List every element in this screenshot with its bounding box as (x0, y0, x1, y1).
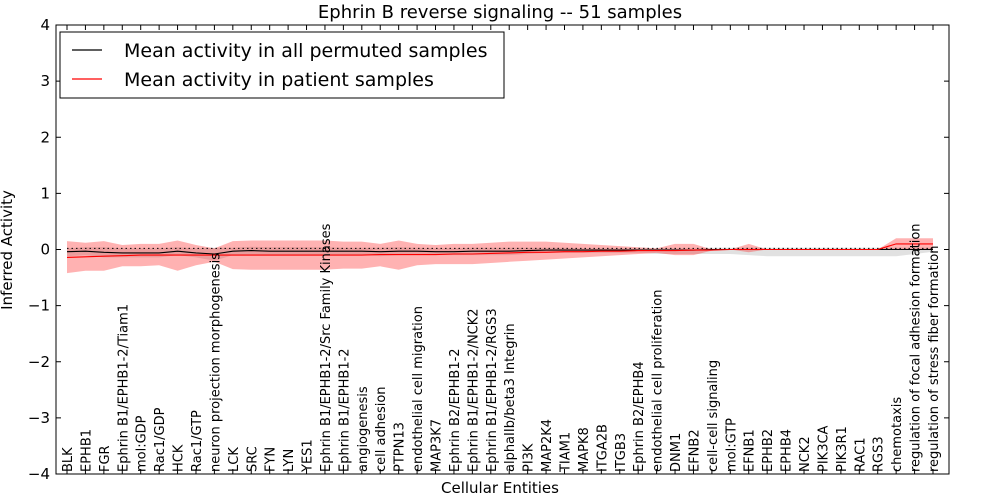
x-tick-label: mol:GDP (135, 415, 150, 472)
legend-label-permuted: Mean activity in all permuted samples (124, 40, 487, 62)
x-tick-label: LYN (282, 449, 297, 472)
y-tick-label: −2 (28, 353, 50, 371)
x-tick-label: HCK (172, 444, 187, 472)
x-tick-label: PIK3R1 (835, 426, 850, 472)
legend-box (59, 31, 505, 99)
patient-band (67, 238, 933, 274)
x-tick-label: DNM1 (669, 433, 684, 472)
y-tick-label: −4 (28, 465, 50, 483)
x-tick-label: ITGA2B (595, 424, 610, 472)
x-tick-label: endothelial cell migration (411, 306, 426, 472)
x-tick-label: regulation of stress fiber formation (927, 245, 942, 472)
x-tick-label: endothelial cell proliferation (651, 290, 666, 473)
y-tick-label: −3 (28, 409, 50, 427)
x-tick-label: EPHB2 (761, 429, 776, 472)
x-tick-label: RGS3 (872, 436, 887, 472)
plot-area (66, 238, 933, 274)
x-tick-label: EFNB1 (743, 429, 758, 472)
chart-title: Ephrin B reverse signaling -- 51 samples (318, 2, 682, 23)
x-tick-label: PTPN13 (393, 422, 408, 472)
y-tick-label: 0 (40, 241, 50, 259)
x-tick-label: NCK2 (798, 436, 813, 472)
x-tick-label: MAPK8 (577, 427, 592, 472)
x-tick-label: MAP3K7 (430, 419, 445, 472)
x-tick-label: LCK (227, 447, 242, 472)
x-tick-label: chemotaxis (890, 397, 905, 472)
y-axis-label: Inferred Activity (0, 190, 16, 310)
x-tick-label: Ephrin B1/EPHB1-2 (337, 348, 352, 472)
x-tick-label: SRC (245, 446, 260, 472)
x-tick-label: Ephrin B2/EPHB4 (632, 361, 647, 472)
x-tick-label: Rac1/GTP (190, 410, 205, 472)
x-tick-label: FGR (98, 445, 113, 472)
x-tick-label: cell adhesion (374, 386, 389, 472)
x-tick-label: ITGB3 (614, 433, 629, 472)
y-tick-label: 3 (40, 72, 50, 90)
x-tick-label: cell-cell signaling (706, 360, 721, 472)
legend: Mean activity in all permuted samples Me… (59, 31, 505, 99)
x-tick-label: mol:GTP (724, 418, 739, 472)
x-tick-label: EFNB2 (687, 429, 702, 472)
y-tick-label: 1 (40, 184, 50, 202)
x-tick-label: Ephrin B2/EPHB1-2 (448, 348, 463, 472)
x-axis-label: Cellular Entities (441, 479, 559, 497)
legend-label-patient: Mean activity in patient samples (124, 69, 434, 91)
x-tick-label: PI3K (522, 443, 537, 472)
x-tick-label: BLK (61, 447, 76, 472)
x-tick-label: alphaIIb/beta3 Integrin (503, 323, 518, 472)
x-tick-label: Ephrin B1/EPHB1-2/RGS3 (485, 308, 500, 472)
x-tick-label: angiogenesis (356, 386, 371, 472)
y-tick-label: 4 (40, 16, 50, 34)
x-tick-label: EPHB1 (79, 429, 94, 472)
x-tick-label: PIK3CA (816, 425, 831, 472)
x-tick-label: regulation of focal adhesion formation (909, 223, 924, 472)
x-tick-label: FYN (264, 447, 279, 472)
x-tick-label: MAP2K4 (540, 419, 555, 472)
x-tick-label: Ephrin B1/EPHB1-2/Src Family Kinases (319, 223, 334, 472)
x-tick-label: TIAM1 (558, 432, 573, 473)
x-tick-label: Ephrin B1/EPHB1-2/NCK2 (466, 308, 481, 472)
x-axis: BLK EPHB1 FGR Ephrin B1/EPHB1-2/Tiam1 mol:GD… (61, 25, 942, 474)
x-tick-label: RAC1 (853, 437, 868, 472)
y-tick-label: 2 (40, 128, 50, 146)
y-axis: 4 3 2 1 0 −1 −2 −3 −4 (28, 16, 949, 483)
series-line-patient (66, 243, 933, 258)
x-tick-label: EPHB4 (780, 429, 795, 472)
x-tick-label: Rac1/GDP (153, 407, 168, 472)
y-tick-label: −1 (28, 297, 50, 315)
x-tick-label: YES1 (301, 439, 316, 473)
x-tick-label: Ephrin B1/EPHB1-2/Tiam1 (116, 304, 131, 472)
x-tick-label: neuron projection morphogenesis (208, 253, 223, 472)
